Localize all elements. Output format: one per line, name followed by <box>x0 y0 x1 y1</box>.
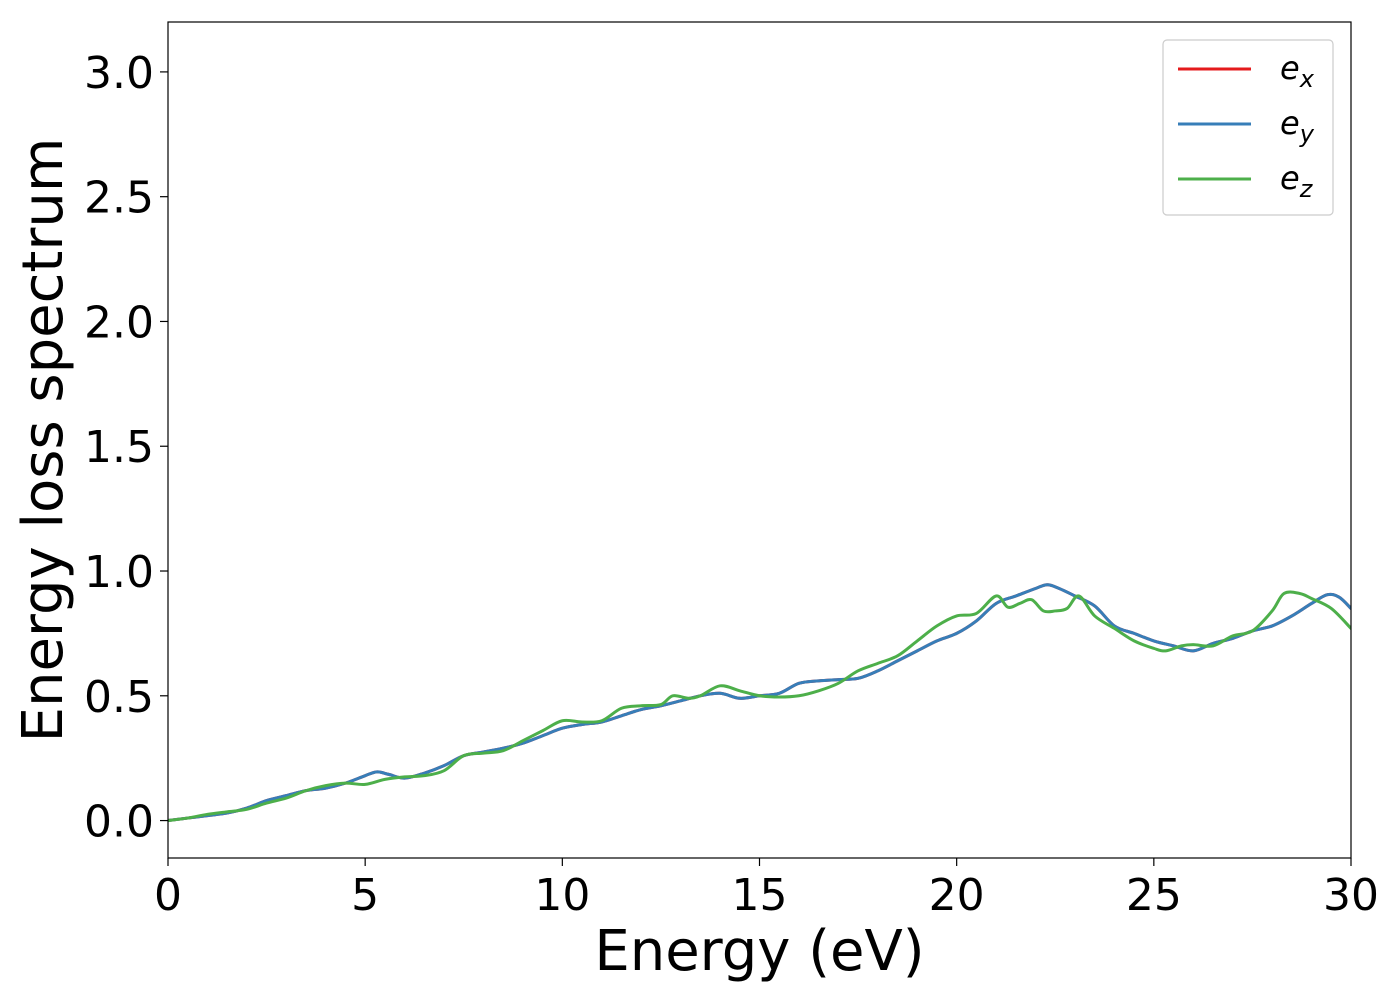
x-axis-title: Energy (eV) <box>594 919 924 984</box>
y-tick-label: 1.5 <box>84 422 154 473</box>
x-tick-label: 30 <box>1323 870 1379 921</box>
x-tick-label: 25 <box>1126 870 1182 921</box>
y-axis-title: Energy loss spectrum <box>11 138 76 743</box>
y-axis: 0.0 0.5 1.0 1.5 2.0 2.5 3.0 <box>84 48 168 848</box>
y-tick-label: 0.5 <box>84 672 154 723</box>
legend-label-y: ey <box>1280 104 1315 148</box>
legend: ex ey ez <box>1162 39 1334 216</box>
x-tick-label: 15 <box>732 870 788 921</box>
series-line-z <box>168 590 1351 823</box>
x-tick-label: 0 <box>154 870 182 921</box>
series-line-x <box>168 583 1351 823</box>
y-tick-label: 3.0 <box>84 48 154 99</box>
y-tick-label: 0.0 <box>84 797 154 848</box>
x-tick-label: 20 <box>929 870 985 921</box>
x-tick-label: 10 <box>534 870 590 921</box>
legend-box <box>1162 39 1334 216</box>
x-axis: 0 5 10 15 20 25 30 <box>154 858 1379 921</box>
y-tick-label: 1.0 <box>84 547 154 598</box>
y-tick-label: 2.5 <box>84 173 154 224</box>
series-line-y <box>168 583 1351 823</box>
y-tick-label: 2.0 <box>84 297 154 348</box>
x-tick-label: 5 <box>351 870 379 921</box>
legend-label-x: ex <box>1280 49 1315 93</box>
legend-label-z: ez <box>1280 159 1314 203</box>
